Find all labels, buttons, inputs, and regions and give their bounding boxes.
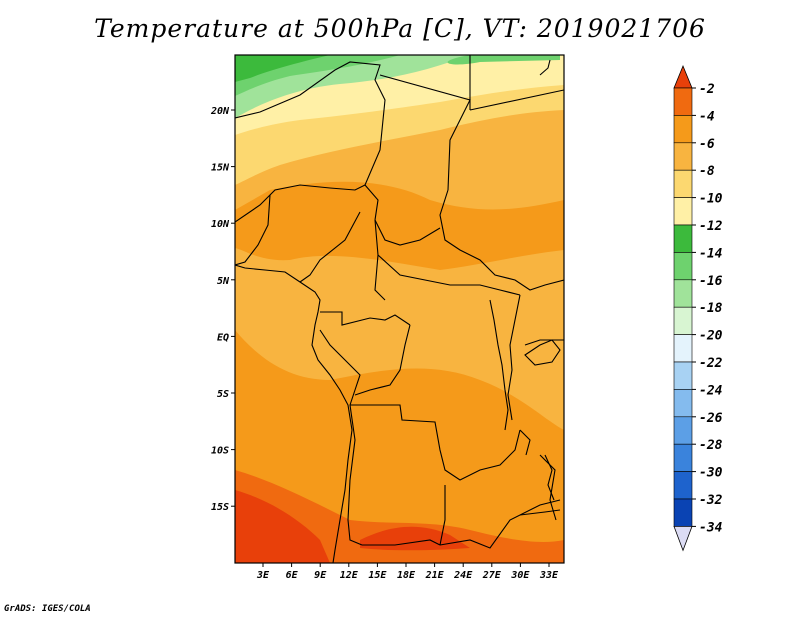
colorbar-label: -6	[699, 137, 715, 152]
lon-label: 27E	[482, 570, 502, 581]
border-egypt-south	[469, 89, 564, 111]
temp-band-12	[235, 55, 330, 82]
border-malawi	[539, 454, 557, 521]
lake-mweru	[519, 429, 531, 456]
border-angola-zambia	[439, 485, 446, 546]
lon-label: 18E	[397, 570, 416, 581]
lon-label: 33E	[539, 570, 559, 581]
temp-band-6-north	[235, 181, 564, 270]
lat-label: 5N	[217, 276, 230, 287]
coastline-gulf-of-guinea	[235, 264, 353, 563]
colorbar-label: -4	[699, 109, 715, 124]
map-frame	[234, 54, 565, 564]
lake-victoria	[524, 339, 561, 366]
colorbar-swatch	[673, 471, 693, 500]
sinai-coast	[539, 59, 551, 76]
border-chad-sudan	[439, 189, 564, 291]
colorbar-swatch	[673, 252, 693, 281]
border-angola-drc	[350, 404, 521, 481]
lon-label: 15E	[368, 570, 387, 581]
colorbar-swatch	[673, 197, 693, 226]
border-nigeria-cameroon	[299, 211, 361, 283]
colorbar-swatch	[673, 279, 693, 308]
colorbar-label: -8	[699, 164, 715, 179]
colorbar-swatch	[673, 169, 693, 198]
colorbar-top-arrow	[673, 64, 693, 89]
colorbar-swatch	[673, 416, 693, 445]
lake-kariba	[519, 509, 561, 516]
colorbar-swatch	[673, 87, 693, 116]
lat-label: EQ	[217, 332, 229, 343]
colorbar-swatch	[673, 498, 693, 527]
border-benin	[235, 194, 271, 266]
colorbar-label: -24	[699, 383, 723, 398]
map-title: Temperature at 500hPa [C], VT: 201902170…	[94, 14, 706, 43]
lat-label: 5S	[217, 389, 229, 400]
border-chad-car	[374, 219, 441, 246]
lat-label: 20N	[210, 106, 230, 117]
colorbar-swatch	[673, 389, 693, 418]
border-car-drc	[377, 254, 521, 296]
colorbar-label: -30	[699, 466, 723, 481]
temp-band-14-ne	[235, 55, 560, 65]
lat-label: 15S	[211, 502, 229, 513]
lake-albert-tanganyika	[489, 299, 509, 431]
border-zambia-zimbabwe	[439, 499, 561, 549]
lon-label: 24E	[453, 570, 473, 581]
latitude-axis: 20N 15N 10N 5N EQ 5S 10S 15S	[210, 106, 235, 513]
colorbar-label: -10	[699, 192, 723, 207]
lat-label: 10S	[211, 446, 229, 457]
colorbar-label: -26	[699, 411, 723, 426]
colorbar-label: -20	[699, 329, 723, 344]
colorbar-label: -32	[699, 493, 723, 508]
border-drc-east	[507, 294, 521, 421]
colorbar-swatch	[673, 443, 693, 472]
lat-label: 10N	[211, 219, 230, 230]
border-gabon-congo	[320, 311, 411, 326]
lat-label: 15N	[211, 163, 230, 174]
border-libya-chad	[379, 74, 471, 191]
colorbar-label: -28	[699, 438, 723, 453]
lon-label: 6E	[286, 570, 299, 581]
lon-label: 12E	[340, 570, 359, 581]
colorbar-label: -34	[699, 520, 723, 535]
colorbar-swatch	[673, 224, 693, 253]
country-borders	[235, 55, 564, 563]
colorbar-label: -18	[699, 301, 723, 316]
colorbar-bottom-arrow	[673, 526, 693, 552]
colorbar: -2 -4 -6 -8 -10 -12 -14 -16 -18 -20 -22 -24 -26 -28 -3…	[673, 64, 723, 552]
colorbar-label: -12	[699, 219, 723, 234]
colorbar-label: -16	[699, 274, 723, 289]
border-niger-south	[235, 184, 366, 223]
grads-credit: GrADS: IGES/COLA	[4, 604, 91, 614]
longitude-axis: 3E 6E 9E 12E 15E 18E 21E 24E 27E 30E 33E	[256, 563, 559, 581]
border-gabon-south	[319, 329, 361, 406]
lon-label: 30E	[510, 570, 530, 581]
temp-band-2-sw	[235, 490, 330, 563]
colorbar-swatch	[673, 115, 693, 144]
lon-label: 9E	[314, 570, 327, 581]
border-congo-drc	[354, 324, 411, 396]
temperature-field	[235, 55, 564, 563]
colorbar-swatch	[673, 361, 693, 390]
border-namibia-angola	[362, 539, 441, 546]
colorbar-label: -14	[699, 246, 723, 261]
lon-label: 21E	[425, 570, 445, 581]
border-uganda-kenya	[524, 339, 564, 346]
colorbar-swatch	[673, 334, 693, 363]
border-angola-west	[347, 404, 363, 546]
border-algeria-niger	[235, 61, 386, 221]
border-cameroon-car	[374, 219, 386, 301]
colorbar-label: -2	[699, 82, 715, 97]
colorbar-swatch	[673, 306, 693, 335]
colorbar-label: -22	[699, 356, 723, 371]
lon-label: 3E	[256, 570, 270, 581]
lake-malawi	[544, 454, 555, 501]
colorbar-swatch	[673, 142, 693, 171]
